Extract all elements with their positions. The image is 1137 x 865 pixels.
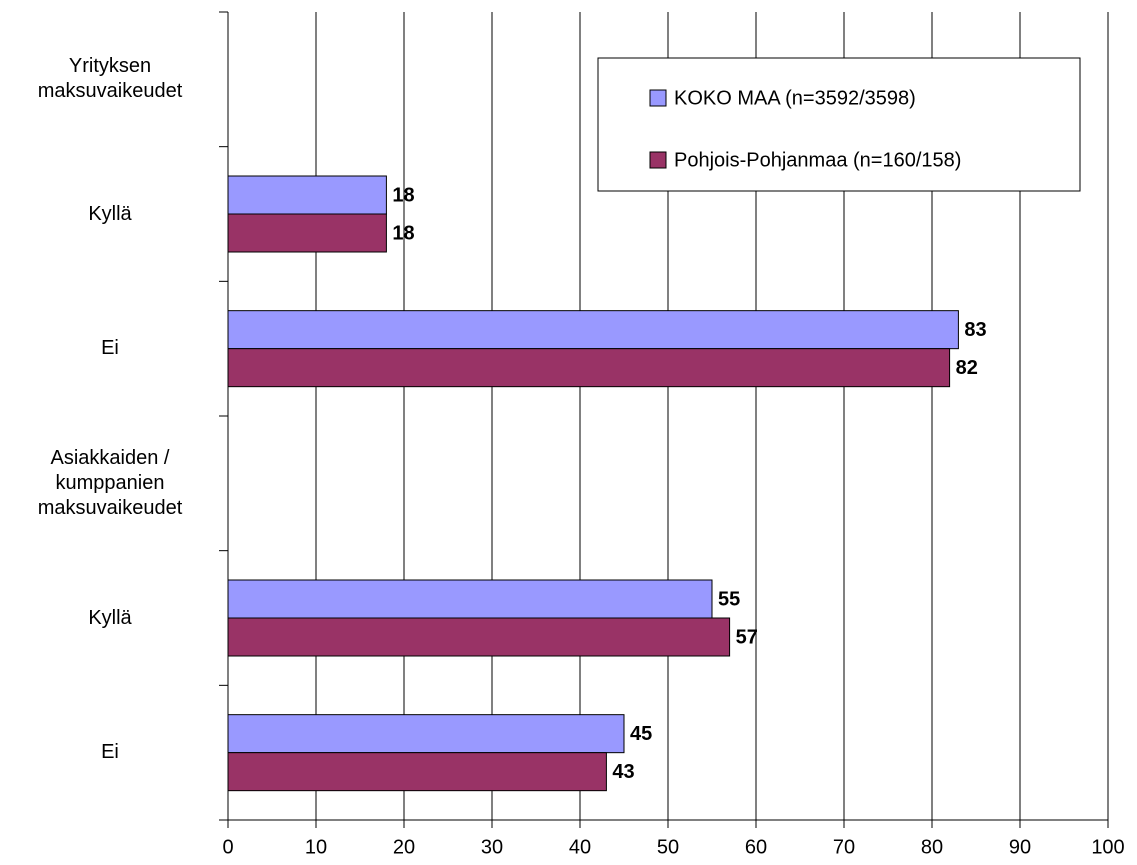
data-label: 18 — [392, 222, 414, 244]
y-tick-label: Kyllä — [88, 202, 132, 225]
bar — [227, 310, 959, 350]
data-label: 18 — [392, 184, 414, 206]
bar — [227, 714, 625, 754]
data-label: 83 — [964, 319, 986, 341]
data-label: 45 — [630, 723, 652, 745]
x-tick-label: 30 — [481, 836, 503, 858]
x-tick-label: 50 — [657, 836, 679, 858]
data-label: 43 — [612, 761, 634, 783]
y-tick-label: Ei — [101, 741, 119, 764]
legend-label: KOKO MAA (n=3592/3598) — [674, 87, 916, 109]
legend-box — [597, 57, 1081, 192]
legend-swatch — [649, 89, 667, 107]
bar — [227, 348, 951, 388]
x-tick-label: 60 — [745, 836, 767, 858]
x-tick-label: 70 — [833, 836, 855, 858]
data-label: 55 — [718, 588, 740, 610]
legend-swatch — [649, 151, 667, 169]
x-tick-label: 0 — [222, 836, 233, 858]
y-tick-label: Asiakkaiden / kumppanien maksuvaikeudet — [37, 446, 183, 519]
legend-label: Pohjois-Pohjanmaa (n=160/158) — [674, 149, 961, 171]
x-tick-label: 40 — [569, 836, 591, 858]
y-tick-label: Yrityksen maksuvaikeudet — [37, 55, 183, 103]
bar — [227, 579, 713, 619]
data-label: 82 — [956, 357, 978, 379]
x-tick-label: 100 — [1091, 836, 1124, 858]
data-label: 57 — [736, 626, 758, 648]
bar — [227, 617, 731, 657]
x-tick-label: 90 — [1009, 836, 1031, 858]
y-tick-label: Kyllä — [88, 606, 132, 629]
y-tick-label: Ei — [101, 337, 119, 360]
x-tick-label: 20 — [393, 836, 415, 858]
x-tick-label: 10 — [305, 836, 327, 858]
bar — [227, 175, 387, 215]
bar — [227, 213, 387, 253]
x-tick-label: 80 — [921, 836, 943, 858]
bar — [227, 752, 607, 792]
